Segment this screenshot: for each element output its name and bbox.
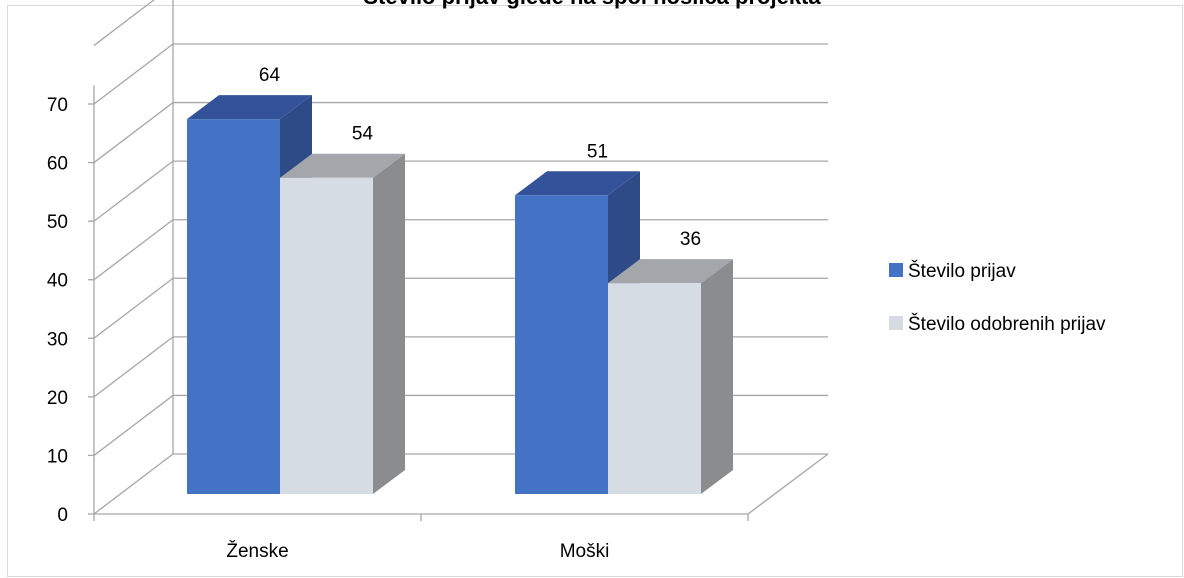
bar-side-1-0 <box>373 153 405 494</box>
side-gridline-30 <box>93 277 174 339</box>
data-label-1-0: 54 <box>352 124 374 145</box>
legend: Število prijav Število odobrenih prijav <box>889 260 1106 335</box>
bar-top-0-1 <box>515 171 640 196</box>
x-tick-label-1: Moški <box>560 541 610 562</box>
side-gridline-10 <box>93 394 174 456</box>
bar-1-0 <box>280 177 373 494</box>
y-tick-label-10: 10 <box>47 446 68 467</box>
bar-top-0-0 <box>187 95 312 120</box>
data-labels: 64 54 51 36 <box>259 65 701 250</box>
legend-swatch-0 <box>889 263 903 277</box>
side-gridline-40 <box>93 219 174 281</box>
side-gridline-50 <box>93 160 174 222</box>
y-tick-label-70: 70 <box>47 95 68 116</box>
y-tick-label-40: 40 <box>47 271 68 292</box>
bar-0-1 <box>515 195 608 495</box>
legend-label-1: Število odobrenih prijav <box>908 313 1106 335</box>
chart-title-clip: Število prijav glede na spol nosilca pro… <box>0 0 1184 9</box>
chart-title: Število prijav glede na spol nosilca pro… <box>0 0 1184 9</box>
bar-side-1-1 <box>701 259 733 494</box>
y-tick-label-60: 60 <box>47 154 68 175</box>
y-tick-label-50: 50 <box>47 212 68 233</box>
floor-right-edge <box>747 453 829 515</box>
legend-swatch-1 <box>889 316 903 330</box>
data-label-0-1: 51 <box>587 141 608 162</box>
bar-0-0 <box>187 119 280 495</box>
bar-1-1 <box>608 283 701 494</box>
chart-frame <box>7 5 1183 577</box>
data-label-1-1: 36 <box>680 229 701 250</box>
side-gridline-70 <box>93 43 174 105</box>
bars <box>187 95 733 495</box>
side-gridline-60 <box>93 102 174 164</box>
side-gridline-0 <box>93 453 174 515</box>
side-gridline-20 <box>93 336 174 398</box>
axes: 0 10 20 30 40 50 60 70 Ženske Moški <box>47 85 749 562</box>
bar-top-1-0 <box>280 153 405 178</box>
y-tick-label-30: 30 <box>47 329 68 350</box>
y-tick-label-20: 20 <box>47 388 68 409</box>
bar-top-1-1 <box>608 259 733 284</box>
side-gridline-top <box>93 0 155 46</box>
y-tick-label-0: 0 <box>57 505 68 526</box>
legend-label-0: Število prijav <box>908 260 1016 282</box>
x-tick-label-0: Ženske <box>226 540 288 562</box>
data-label-0-0: 64 <box>259 65 281 86</box>
